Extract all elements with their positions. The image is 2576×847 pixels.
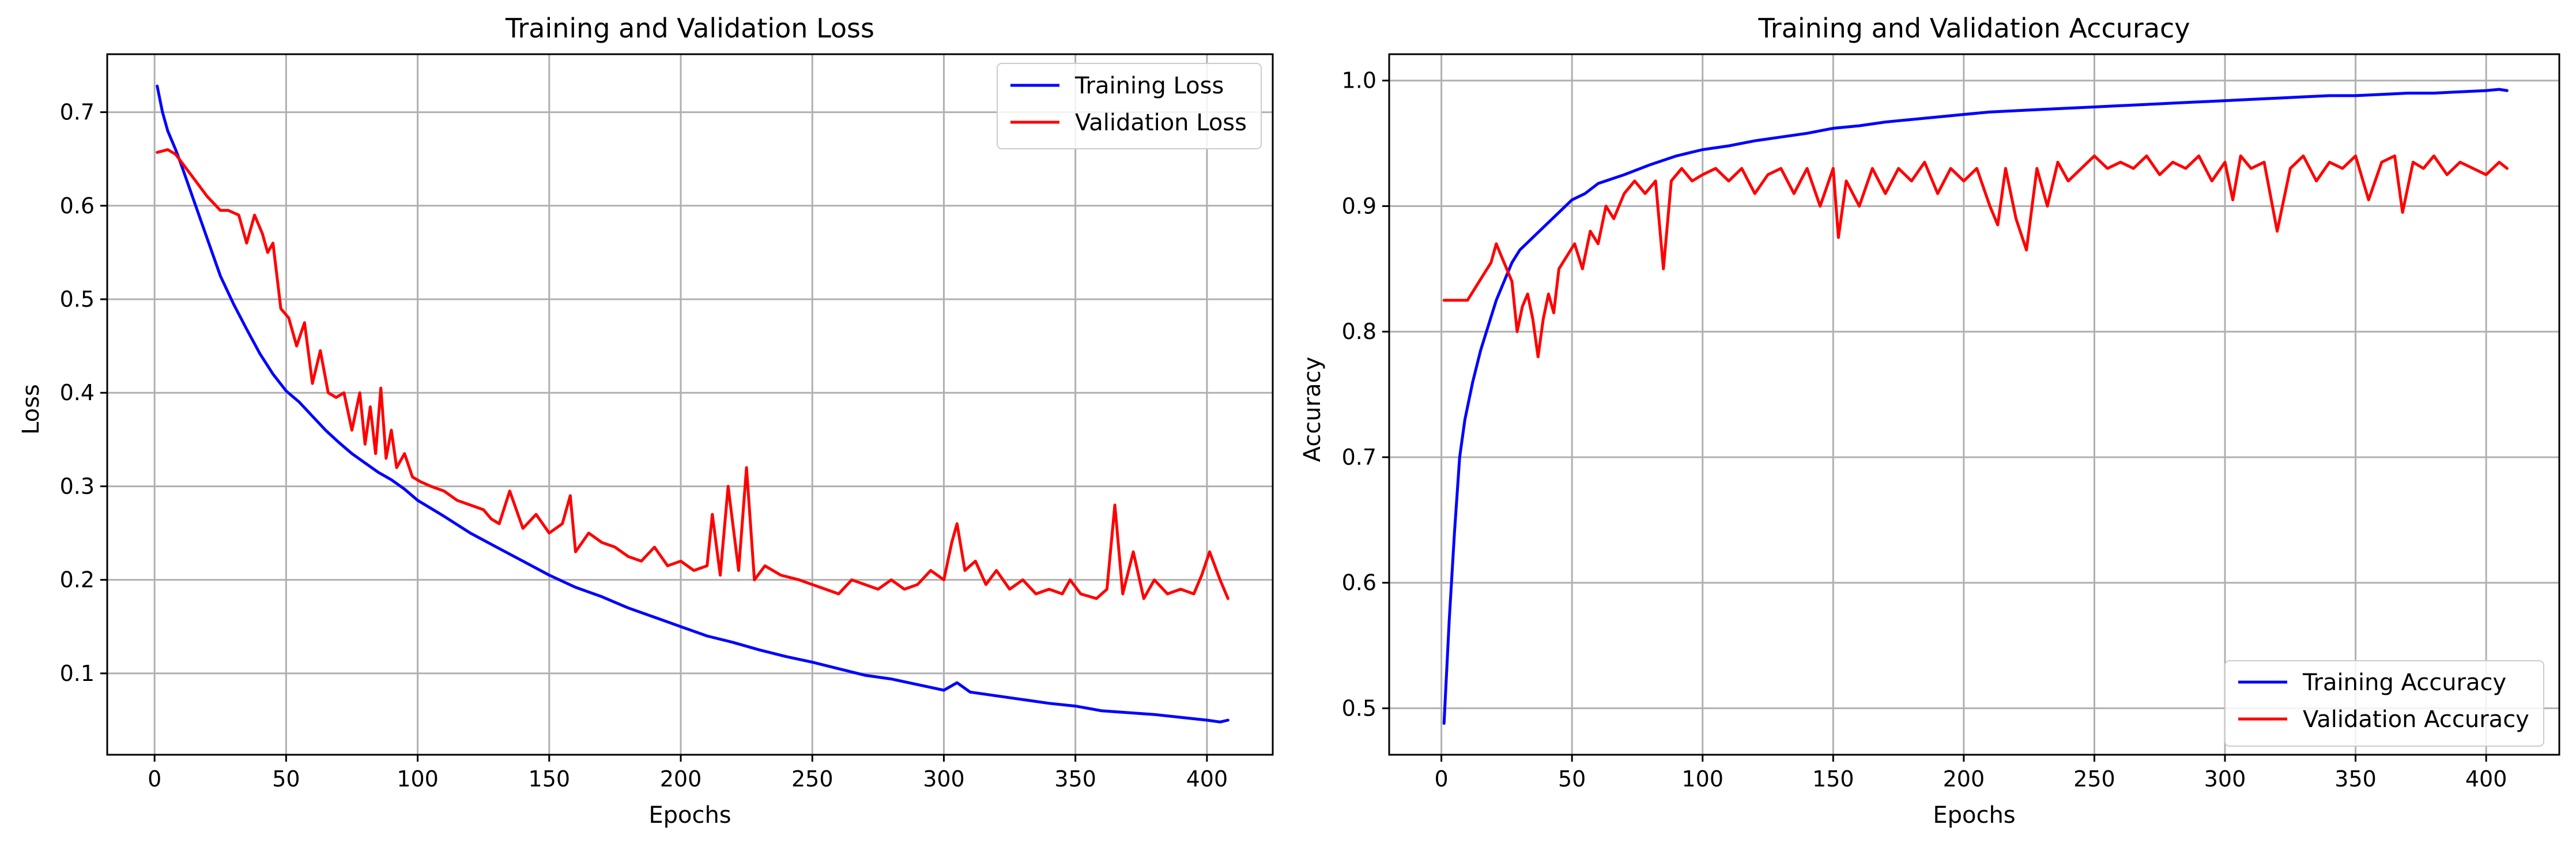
y-tick-label: 0.6 (60, 193, 95, 219)
x-tick-label: 100 (1681, 766, 1723, 792)
y-tick-label: 0.6 (1342, 570, 1376, 596)
loss-legend-label-validation: Validation Loss (1075, 110, 1247, 136)
loss-chart-title: Training and Validation Loss (505, 13, 874, 44)
x-tick-label: 100 (397, 766, 439, 792)
x-tick-label: 350 (1054, 766, 1096, 792)
loss-legend: Training Loss Validation Loss (997, 63, 1262, 149)
accuracy-legend: Training Accuracy Validation Accuracy (2224, 660, 2544, 747)
y-tick-label: 1.0 (1342, 68, 1376, 93)
y-tick-label: 0.7 (60, 100, 95, 125)
x-tick-label: 250 (791, 766, 833, 792)
x-tick-label: 0 (148, 766, 161, 792)
training-series-line (156, 84, 1229, 724)
accuracy-y-axis-label: Accuracy (1299, 357, 1326, 462)
loss-legend-box (997, 63, 1262, 149)
accuracy-plot-area (1442, 88, 2509, 725)
accuracy-ticks: 0 50 100 150 200 250 300 350 400 0.5 0.6 0.7 0.8 0.9 1… (1342, 68, 2507, 792)
y-tick-label: 0.8 (1342, 319, 1376, 344)
accuracy-chart: Training and Validation Accuracy Epochs … (1299, 13, 2560, 829)
accuracy-axes-frame (1388, 53, 2560, 756)
y-tick-label: 0.9 (1342, 193, 1376, 219)
validation-series-line (156, 148, 1229, 600)
y-tick-label: 0.1 (60, 661, 95, 686)
accuracy-grid (1389, 54, 2559, 755)
loss-chart: Training and Validation Loss Epochs Loss… (18, 13, 1274, 829)
x-tick-label: 250 (2073, 766, 2115, 792)
x-tick-label: 300 (923, 766, 965, 792)
training-series-line (1442, 88, 2509, 725)
loss-grid (107, 54, 1273, 755)
y-tick-label: 0.3 (60, 473, 95, 499)
loss-y-axis-label: Loss (18, 384, 44, 435)
loss-x-axis-label: Epochs (648, 802, 731, 829)
accuracy-legend-label-validation: Validation Accuracy (2303, 706, 2529, 733)
x-tick-label: 150 (529, 766, 571, 792)
y-tick-label: 0.5 (1342, 695, 1376, 721)
x-tick-label: 50 (1558, 766, 1586, 792)
loss-axes-frame (106, 53, 1274, 756)
x-tick-label: 400 (1186, 766, 1228, 792)
x-tick-label: 50 (272, 766, 300, 792)
validation-series-line (1442, 154, 2509, 359)
x-tick-label: 200 (1943, 766, 1985, 792)
x-tick-label: 300 (2204, 766, 2246, 792)
x-tick-label: 400 (2465, 766, 2507, 792)
accuracy-legend-label-training: Training Accuracy (2302, 669, 2506, 696)
x-tick-label: 150 (1812, 766, 1854, 792)
accuracy-legend-box (2224, 660, 2544, 747)
y-tick-label: 0.7 (1342, 445, 1376, 470)
accuracy-chart-title: Training and Validation Accuracy (1757, 13, 2190, 44)
loss-ticks: 0 50 100 150 200 250 300 350 400 0.1 0.2 0.3 0.4 0.5 0… (60, 100, 1228, 792)
loss-legend-label-training: Training Loss (1074, 73, 1224, 99)
loss-plot-area (156, 84, 1229, 724)
accuracy-x-axis-label: Epochs (1933, 802, 2015, 829)
y-tick-label: 0.2 (60, 567, 95, 593)
y-tick-label: 0.4 (60, 380, 95, 405)
x-tick-label: 200 (660, 766, 702, 792)
x-tick-label: 0 (1435, 766, 1449, 792)
y-tick-label: 0.5 (60, 287, 95, 312)
x-tick-label: 350 (2334, 766, 2377, 792)
